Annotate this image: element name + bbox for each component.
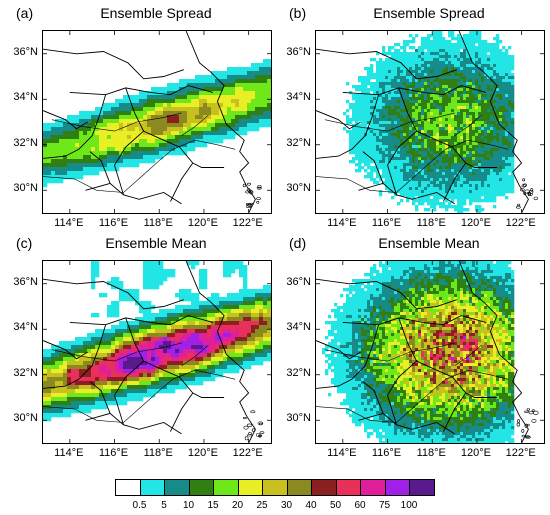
- boundaries-a: [43, 31, 262, 213]
- colorbar-swatch: [286, 479, 312, 496]
- boundaries-d: [316, 261, 539, 443]
- lat-label: 30°N: [286, 182, 311, 195]
- lat-label: 36°N: [13, 275, 38, 288]
- lon-label: 122°E: [505, 447, 536, 459]
- panel-label-a: (a): [16, 5, 34, 21]
- lon-label: 114°E: [327, 217, 357, 229]
- lat-label: 34°N: [286, 91, 311, 104]
- map-canvas-d: [316, 261, 544, 443]
- lat-label: 34°N: [13, 91, 38, 104]
- colorbar-label: 40: [305, 500, 317, 511]
- colorbar-swatch: [115, 479, 141, 496]
- map-panel-c: [42, 260, 272, 444]
- colorbar-swatch: [384, 479, 410, 496]
- lon-label: 122°E: [232, 447, 263, 459]
- colorbar-swatch: [213, 479, 239, 496]
- lat-label: 34°N: [13, 321, 38, 334]
- colorbar-label: 100: [400, 500, 418, 511]
- lon-label: 116°E: [371, 217, 402, 229]
- colorbar-swatch: [311, 479, 337, 496]
- colorbar-label: 20: [231, 500, 244, 511]
- colorbar-swatch: [409, 479, 435, 496]
- colorbar-swatch: [360, 479, 386, 496]
- colorbar-label: 60: [354, 500, 366, 511]
- boundaries-c: [43, 261, 265, 443]
- map-panel-a: [42, 30, 272, 214]
- panel-label-d: (d): [289, 235, 307, 251]
- boundaries-b: [316, 31, 538, 213]
- colorbar-swatch: [237, 479, 263, 496]
- lon-label: 114°E: [54, 217, 84, 229]
- panel-label-b: (b): [289, 5, 307, 21]
- colorbar-label: 75: [378, 500, 391, 511]
- precip-field-d: [322, 261, 515, 443]
- lon-label: 116°E: [371, 447, 402, 459]
- lon-label: 114°E: [327, 447, 357, 459]
- map-canvas-c: [43, 261, 271, 443]
- panel-title-b: Ensemble Spread: [373, 5, 485, 21]
- colorbar-label: 0.5: [132, 500, 147, 511]
- colorbar-label: 15: [207, 500, 219, 511]
- lon-label: 118°E: [416, 447, 446, 459]
- map-canvas-a: [43, 31, 271, 213]
- map-canvas-b: [316, 31, 544, 213]
- lon-label: 120°E: [460, 217, 491, 229]
- map-panel-d: [315, 260, 545, 444]
- lon-label: 122°E: [505, 217, 536, 229]
- panel-title-a: Ensemble Spread: [100, 5, 212, 21]
- colorbar-label: 5: [161, 500, 167, 511]
- lat-label: 32°N: [13, 136, 38, 149]
- lon-label: 120°E: [460, 447, 491, 459]
- lat-label: 32°N: [286, 136, 311, 149]
- colorbar-swatch: [262, 479, 288, 496]
- colorbar-label: 50: [329, 500, 342, 511]
- lat-label: 30°N: [286, 412, 311, 425]
- panel-title-d: Ensemble Mean: [378, 235, 480, 251]
- precip-field-c: [43, 261, 271, 422]
- lat-label: 32°N: [286, 366, 311, 379]
- precip-field-b: [343, 31, 515, 213]
- lon-label: 120°E: [187, 447, 218, 459]
- lat-label: 32°N: [13, 366, 38, 379]
- colorbar: [115, 479, 435, 496]
- lon-label: 122°E: [232, 217, 263, 229]
- colorbar-swatch: [188, 479, 214, 496]
- map-panel-b: [315, 30, 545, 214]
- precip-field-a: [43, 59, 271, 188]
- lat-label: 30°N: [13, 412, 38, 425]
- colorbar-label: 25: [256, 500, 268, 511]
- panel-title-c: Ensemble Mean: [105, 235, 207, 251]
- lon-label: 120°E: [187, 217, 218, 229]
- lat-label: 34°N: [286, 321, 311, 334]
- colorbar-label: 30: [280, 500, 293, 511]
- colorbar-swatch: [164, 479, 190, 496]
- panel-label-c: (c): [16, 235, 33, 251]
- colorbar-label: 10: [182, 500, 195, 511]
- lat-label: 36°N: [286, 45, 311, 58]
- lon-label: 118°E: [143, 447, 173, 459]
- lon-label: 116°E: [98, 217, 129, 229]
- lat-label: 36°N: [13, 45, 38, 58]
- lon-label: 118°E: [143, 217, 173, 229]
- lon-label: 114°E: [54, 447, 84, 459]
- lat-label: 36°N: [286, 275, 311, 288]
- lon-label: 116°E: [98, 447, 129, 459]
- colorbar-swatch: [335, 479, 361, 496]
- lon-label: 118°E: [416, 217, 446, 229]
- colorbar-swatch: [139, 479, 165, 496]
- lat-label: 30°N: [13, 182, 38, 195]
